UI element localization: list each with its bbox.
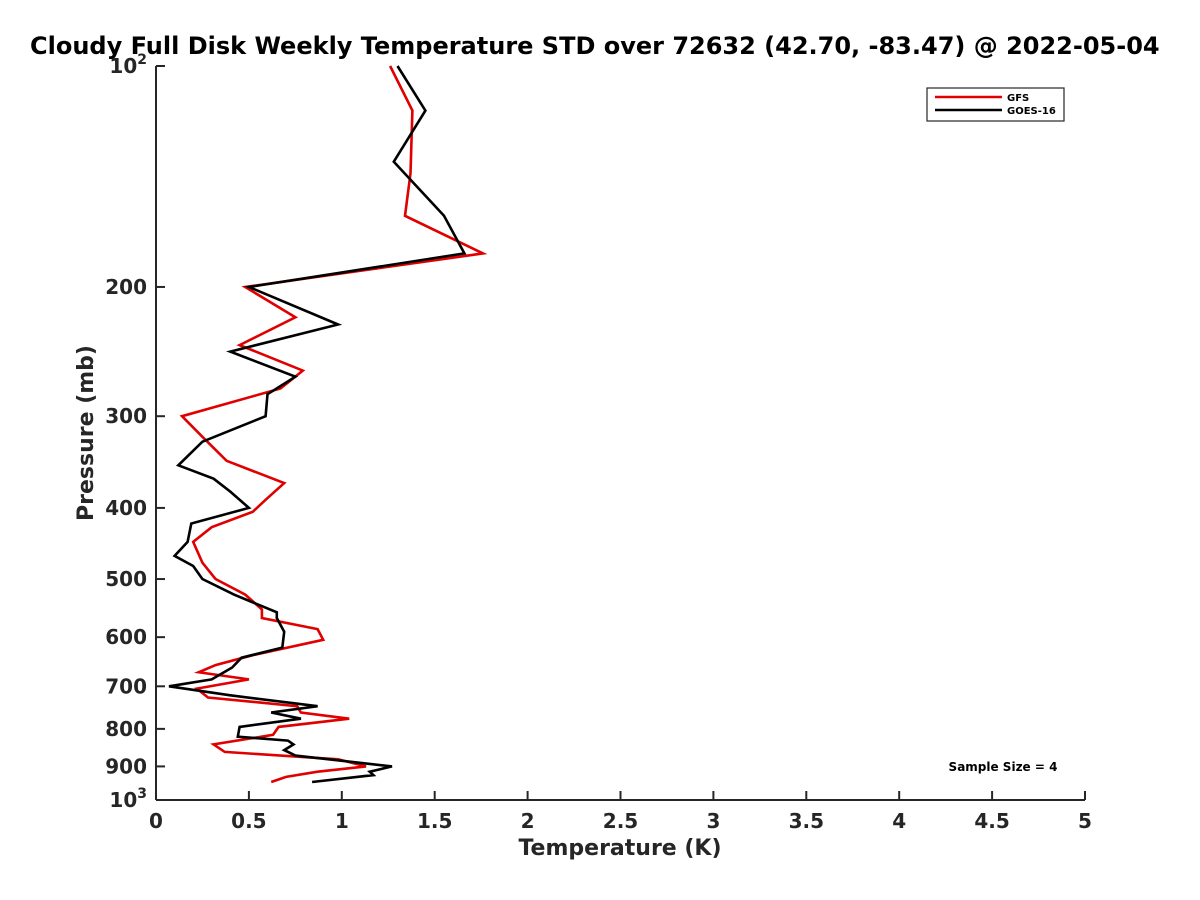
y-tick-label: 102: [109, 52, 147, 78]
y-tick-label: 300: [105, 404, 147, 428]
x-tick-label: 1: [335, 809, 349, 833]
plot-area: [155, 66, 1085, 801]
x-ticks: 0 0.5 1 1.5 2 2.5 3 3.5 4 4.5 5: [149, 791, 1092, 833]
y-tick-label: 500: [105, 567, 147, 591]
legend-label-gfs: GFS: [1007, 93, 1029, 104]
chart-title: Cloudy Full Disk Weekly Temperature STD …: [30, 32, 1160, 60]
y-tick-label: 900: [105, 754, 147, 778]
y-axis-label: Pressure (mb): [74, 345, 99, 521]
series-line-gfs: [179, 65, 488, 784]
legend-box: [926, 87, 1065, 122]
x-tick-label: 0: [149, 809, 163, 833]
legend: GFS GOES-16: [926, 87, 1065, 122]
legend-label-goes16: GOES-16: [1007, 106, 1056, 117]
series-line-goes16: [168, 65, 467, 784]
series-lines: [168, 65, 488, 784]
y-tick-label: 700: [105, 674, 147, 698]
x-tick-label: 3.5: [789, 809, 824, 833]
sample-size-annotation: Sample Size = 4: [949, 760, 1058, 774]
y-ticks: 102 200 300 400 500 600 700 800 900 103: [105, 52, 165, 812]
x-axis-label: Temperature (K): [518, 836, 721, 861]
x-tick-label: 5: [1078, 809, 1092, 833]
y-tick-label: 600: [105, 625, 147, 649]
y-tick-label: 800: [105, 717, 147, 741]
x-tick-label: 4.5: [974, 809, 1009, 833]
x-tick-label: 2.5: [603, 809, 638, 833]
x-tick-label: 3: [706, 809, 720, 833]
x-tick-label: 2: [521, 809, 535, 833]
x-tick-label: 1.5: [417, 809, 452, 833]
x-tick-label: 4: [892, 809, 906, 833]
y-tick-label: 200: [105, 275, 147, 299]
y-tick-label: 103: [109, 786, 147, 812]
y-tick-label: 400: [105, 496, 147, 520]
x-tick-label: 0.5: [231, 809, 266, 833]
